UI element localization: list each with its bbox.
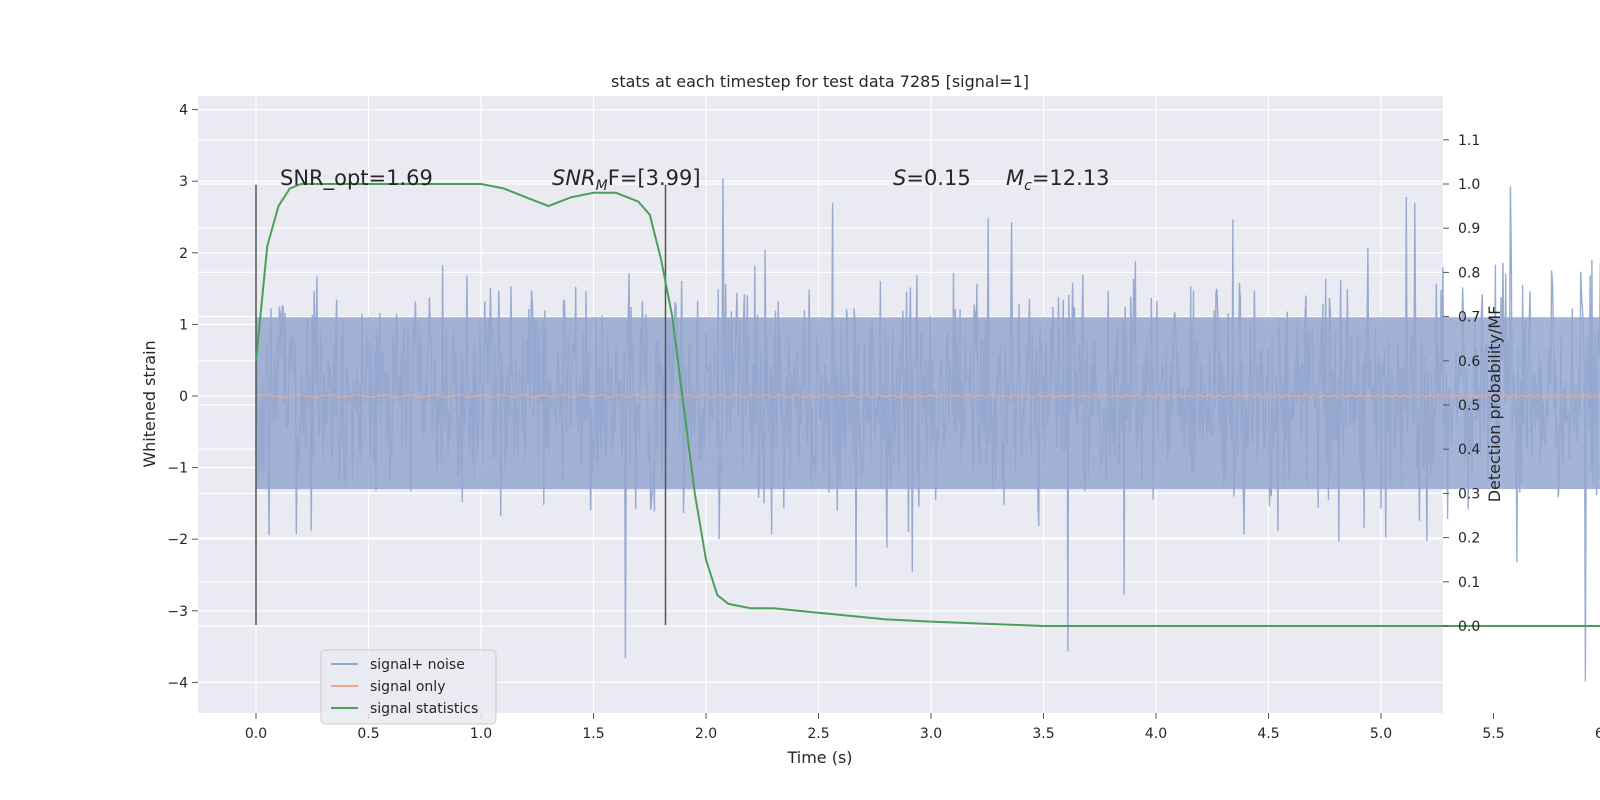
right-tick-label: 0.8 <box>1458 265 1480 281</box>
y-tick-label: 3 <box>179 174 188 190</box>
y-tick-label: −3 <box>167 604 188 620</box>
right-tick-label: 0.1 <box>1458 575 1480 591</box>
x-tick-label: 1.5 <box>582 726 604 742</box>
y-tick-label: −2 <box>167 532 188 548</box>
legend-label-signal-noise: signal+ noise <box>370 657 465 673</box>
right-tick-label: 0.3 <box>1458 486 1480 502</box>
legend: signal+ noise signal only signal statist… <box>320 649 497 725</box>
signal-statistics-series <box>255 183 1600 627</box>
right-tick-label: 0.9 <box>1458 221 1480 237</box>
signal-noise-series <box>255 178 1600 682</box>
x-tick-label: 3.0 <box>920 726 942 742</box>
x-tick-label: 5.0 <box>1370 726 1392 742</box>
signal-only-line <box>255 394 1600 398</box>
y-tick-label: 2 <box>179 246 188 262</box>
mc-annotation: Mc=12.13 <box>1006 166 1110 194</box>
x-tick-label: 0.0 <box>245 726 267 742</box>
right-tick-label: 1.0 <box>1458 177 1480 193</box>
signal-noise-line <box>255 178 1600 682</box>
s-annotation: S=0.15 <box>893 166 971 190</box>
right-tick-label: 0.7 <box>1458 310 1480 326</box>
s-symbol: S <box>893 166 906 190</box>
right-axis-label: Detection probability/MF <box>1485 306 1504 503</box>
x-tick-label: 4.0 <box>1145 726 1167 742</box>
right-tick-label: 1.1 <box>1458 133 1480 149</box>
snr-mf-symbol: SNR <box>552 166 596 190</box>
x-tick-label: 3.5 <box>1032 726 1054 742</box>
x-axis-label: Time (s) <box>786 748 852 767</box>
right-axis-ticks: 1.1 1.0 0.9 0.8 0.7 0.6 0.5 0.4 0.3 0.2 0.1 0.0 <box>1443 133 1480 635</box>
x-tick-label: 4.5 <box>1257 726 1279 742</box>
snr-mf-value: F=[3.99] <box>608 166 701 190</box>
right-tick-label: 0.6 <box>1458 354 1480 370</box>
signal-only-series <box>255 394 1600 398</box>
x-tick-label: 2.5 <box>807 726 829 742</box>
y-axis-label: Whitened strain <box>140 340 159 467</box>
y-tick-label: −1 <box>167 461 188 477</box>
x-tick-label: 0.5 <box>357 726 379 742</box>
right-tick-label: 0.2 <box>1458 531 1480 547</box>
x-axis-ticks: 0.00.51.01.52.02.53.03.54.04.55.05.56.06… <box>245 713 1600 742</box>
vertical-markers <box>255 184 667 626</box>
x-tick-label: 1.0 <box>470 726 492 742</box>
signal-statistics-line <box>255 183 1600 627</box>
mc-subscript: c <box>1024 178 1032 194</box>
snr-mf-annotation: SNRMF=[3.99] <box>552 166 701 194</box>
y-tick-label: 4 <box>179 103 188 119</box>
snr-mf-subscript: M <box>596 178 608 194</box>
signal-noise-band <box>256 317 1600 490</box>
x-tick-label: 2.0 <box>695 726 717 742</box>
legend-label-signal-statistics: signal statistics <box>370 701 478 717</box>
mc-symbol: M <box>1006 166 1024 190</box>
legend-box <box>320 649 497 725</box>
x-tick-label: 5.5 <box>1482 726 1504 742</box>
chart-title: stats at each timestep for test data 728… <box>611 72 1029 91</box>
y-tick-label: 0 <box>179 389 188 405</box>
x-tick-label: 6.0 <box>1595 726 1600 742</box>
right-tick-label: 0.4 <box>1458 442 1480 458</box>
right-tick-label: 0.5 <box>1458 398 1480 414</box>
y-tick-label: 1 <box>179 317 188 333</box>
right-tick-label: 0.0 <box>1458 619 1480 635</box>
legend-label-signal-only: signal only <box>370 679 445 695</box>
y-tick-label: −4 <box>167 675 188 691</box>
y-axis-ticks: 4 3 2 1 0 −1 −2 −3 −4 <box>167 103 198 691</box>
s-value: =0.15 <box>906 166 970 190</box>
mc-value: =12.13 <box>1032 166 1110 190</box>
snr-opt-annotation: SNR_opt=1.69 <box>280 166 433 191</box>
